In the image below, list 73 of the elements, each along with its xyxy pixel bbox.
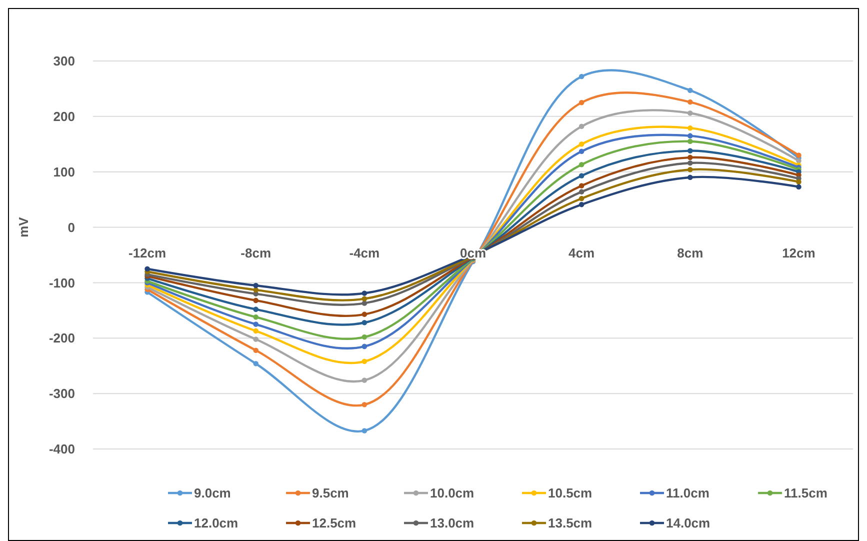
point [253,322,259,327]
y-tick-label: -300 [48,386,75,402]
legend-label: 12.5cm [312,516,356,531]
point [578,100,584,106]
point [362,312,368,317]
point [578,173,584,178]
point [687,110,693,116]
point [796,152,802,158]
point [362,320,368,326]
y-tick-label: 200 [53,108,75,124]
x-tick-label: 12cm [782,245,816,260]
point [362,428,368,434]
legend-label: 14.0cm [666,516,710,531]
legend-label: 13.5cm [548,516,592,531]
point [687,148,693,154]
point [362,334,368,340]
legend-label: 12.0cm [194,516,238,531]
point [362,290,368,296]
point [578,142,584,147]
legend-label: 9.5cm [312,486,349,501]
y-tick-label: -100 [48,275,75,290]
point [796,158,802,164]
legend-label: 10.5cm [548,486,592,501]
point [687,125,693,131]
point [796,179,802,184]
y-axis-title: mV [16,216,31,238]
point [687,160,693,166]
legend-label: 11.5cm [784,486,828,501]
point [687,133,693,138]
point [578,124,584,130]
x-tick-label: 8cm [677,245,704,260]
point [253,298,259,304]
legend-label: 9.0cm [194,486,231,501]
point [253,336,259,342]
point [687,154,693,160]
point [796,184,802,190]
legend-label: 11.0cm [666,486,710,501]
legend-label: 10.0cm [430,486,474,501]
legend-label: 13.0cm [430,516,474,531]
point [687,167,693,172]
point [578,148,584,154]
point [253,348,259,353]
point [578,183,584,188]
point [578,202,584,208]
y-tick-label: 0 [68,220,75,235]
x-tick-label: 4cm [568,245,595,260]
point [578,74,584,80]
point [362,402,368,408]
point [362,296,368,302]
y-tick-label: 100 [53,164,75,180]
y-tick-label: -200 [48,330,75,346]
point [687,88,693,94]
point [362,378,368,383]
point [253,282,259,288]
y-tick-label: 300 [53,54,75,69]
point [578,162,584,168]
point [253,314,259,320]
point [687,174,693,180]
point [253,361,259,366]
x-tick-label: -8cm [240,245,272,260]
point [253,306,259,312]
x-tick-label: -4cm [349,245,380,260]
point [578,196,584,202]
point [362,358,368,364]
point [578,189,584,194]
point [687,99,693,105]
point [362,344,368,350]
x-tick-label: -12cm [128,245,166,260]
point [253,287,259,293]
point [253,328,259,334]
point [687,138,693,144]
y-tick-label: -400 [48,442,75,457]
point [144,266,150,272]
